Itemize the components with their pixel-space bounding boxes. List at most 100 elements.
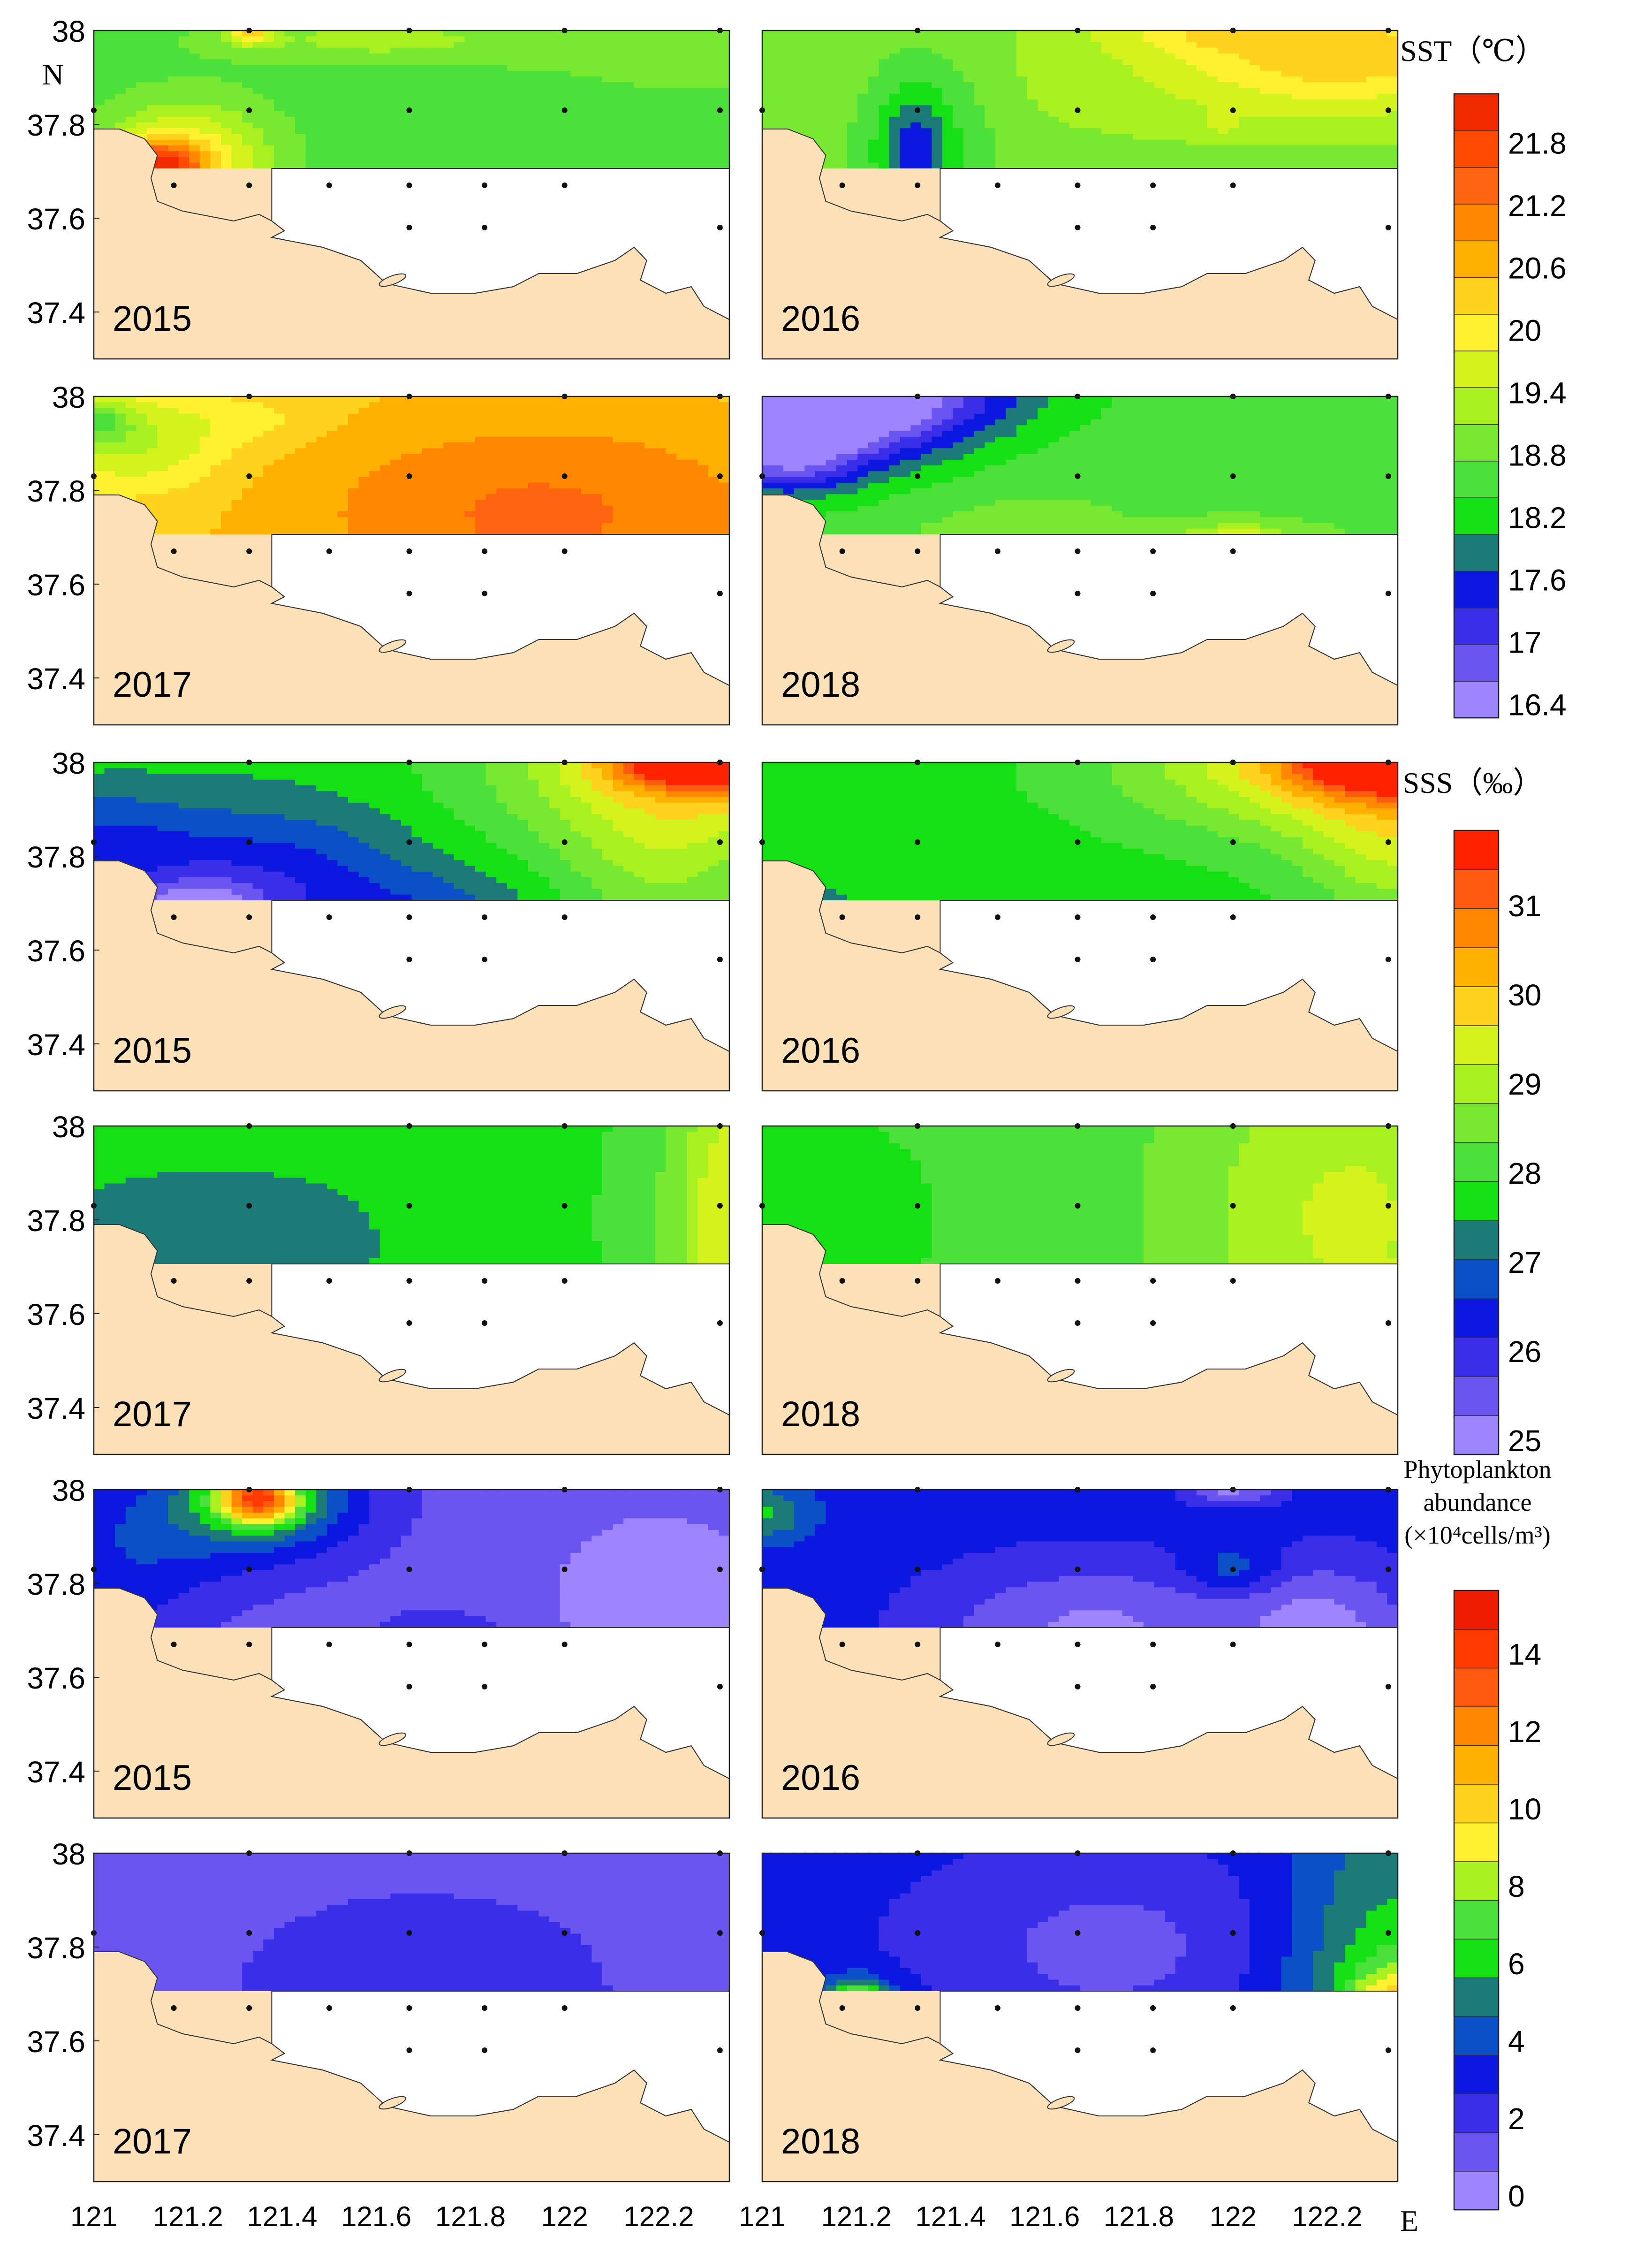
station-point	[915, 1930, 921, 1936]
y-tick-label: 37.8	[27, 474, 85, 508]
station-point	[561, 1203, 568, 1209]
y-tick-label: 37.6	[27, 2025, 85, 2059]
island	[1047, 2096, 1075, 2110]
panel-frame	[761, 30, 1399, 360]
station-point	[1075, 183, 1081, 188]
station-point	[326, 914, 332, 920]
year-label: 2017	[113, 1394, 192, 1434]
year-label: 2016	[781, 1758, 860, 1798]
station-point	[1385, 1930, 1391, 1936]
legend-swatch	[1454, 2132, 1499, 2172]
legend-tick-label: 14	[1508, 1637, 1541, 1671]
station-point	[1230, 107, 1236, 113]
station-point	[561, 2005, 568, 2011]
legend-swatch	[1454, 534, 1499, 572]
legend-tick-label: 8	[1508, 1870, 1525, 1903]
map-panel-sss-2015: 2015 38 37.8 37.6 37.4	[27, 746, 730, 1092]
legend-title-line: (×10⁴cells/m³)	[1404, 1521, 1550, 1549]
station-point	[915, 839, 921, 845]
station-point	[1075, 225, 1081, 230]
station-point	[171, 2005, 177, 2011]
legend-swatch	[1454, 2093, 1499, 2133]
station-point	[994, 2005, 1000, 2011]
station-point	[1150, 2047, 1156, 2053]
x-tick-label: 122.2	[1292, 2201, 1362, 2232]
x-tick-label: 122.2	[623, 2201, 694, 2232]
panel-frame	[93, 1852, 730, 2183]
legend-sss: SSS（‰） 31 30 29 28 27 26 25	[1403, 766, 1543, 1458]
station-point	[1385, 957, 1391, 962]
station-point	[561, 839, 568, 845]
station-point	[1075, 473, 1081, 479]
station-point	[171, 1642, 177, 1647]
x-tick-label: 121.2	[153, 2201, 223, 2232]
legend-swatch	[1454, 1259, 1499, 1299]
station-point	[406, 1930, 412, 1936]
station-point	[406, 1278, 412, 1284]
station-point	[406, 107, 412, 113]
y-tick-label: 37.4	[27, 1755, 85, 1789]
station-point	[482, 914, 488, 920]
legend-swatch	[1454, 681, 1499, 719]
map-panel-phyto-2016: 2016	[759, 1487, 1399, 1819]
island	[379, 1732, 407, 1746]
station-point	[1385, 1567, 1391, 1572]
station-point	[994, 914, 1000, 920]
station-point	[1075, 1567, 1081, 1572]
station-point	[482, 548, 488, 554]
station-point	[1150, 1278, 1156, 1284]
station-point	[482, 1642, 488, 1647]
station-point	[1230, 2005, 1236, 2011]
legend-tick-label: 19.4	[1508, 376, 1567, 410]
legend-tick-label: 21.2	[1508, 189, 1567, 223]
station-point	[1075, 2005, 1081, 2011]
legend-swatch	[1454, 1938, 1499, 1978]
station-point	[171, 183, 177, 188]
station-point	[1075, 914, 1081, 920]
map-panel-sst-2017: 2017 38 37.8 37.6 37.4	[27, 380, 730, 726]
station-point	[246, 914, 252, 920]
panel-frame	[761, 1489, 1399, 1819]
year-label: 2015	[113, 1758, 192, 1798]
station-point	[246, 1278, 252, 1284]
legend-tick-label: 17	[1508, 626, 1541, 660]
legend-tick-label: 18.8	[1508, 439, 1567, 472]
y-tick-label: 38	[52, 1110, 85, 1144]
y-tick-label: 37.8	[27, 840, 85, 874]
map-panel-sss-2017: 2017 38 37.8 37.6 37.4	[27, 1110, 730, 1455]
legend-swatch	[1454, 1298, 1499, 1338]
contour-field	[94, 1126, 729, 1264]
year-label: 2016	[781, 1031, 860, 1071]
station-point	[717, 1203, 723, 1209]
legend-tick-label: 31	[1508, 889, 1541, 923]
legend-swatch	[1454, 1415, 1499, 1455]
legend-tick-label: 30	[1508, 978, 1541, 1012]
station-point	[915, 548, 921, 554]
legend-swatch	[1454, 93, 1499, 131]
legend-swatch	[1454, 460, 1499, 498]
station-point	[246, 1642, 252, 1647]
panel-frame	[761, 1852, 1399, 2183]
contour-field	[94, 1490, 729, 1628]
panel-frame	[93, 1489, 730, 1819]
panel-frame	[93, 396, 730, 726]
station-point	[482, 183, 488, 188]
station-point	[406, 2005, 412, 2011]
map-panel-sst-2015: 2015 38 37.8 37.6 37.4 N	[27, 15, 730, 360]
station-point	[246, 107, 252, 113]
y-tick-label: 37.4	[27, 296, 85, 330]
station-point	[482, 1278, 488, 1284]
station-point	[406, 225, 412, 230]
legend-swatch	[1454, 2054, 1499, 2094]
station-point	[994, 1642, 1000, 1647]
station-point	[1230, 914, 1236, 920]
station-point	[1075, 1930, 1081, 1936]
station-point	[1075, 548, 1081, 554]
legend-tick-label: 10	[1508, 1792, 1541, 1826]
legend-swatch	[1454, 130, 1499, 168]
station-point	[1075, 591, 1081, 596]
station-point	[561, 183, 568, 188]
station-point	[1150, 225, 1156, 230]
legend-tick-label: 29	[1508, 1067, 1541, 1101]
contour-field	[94, 396, 729, 534]
